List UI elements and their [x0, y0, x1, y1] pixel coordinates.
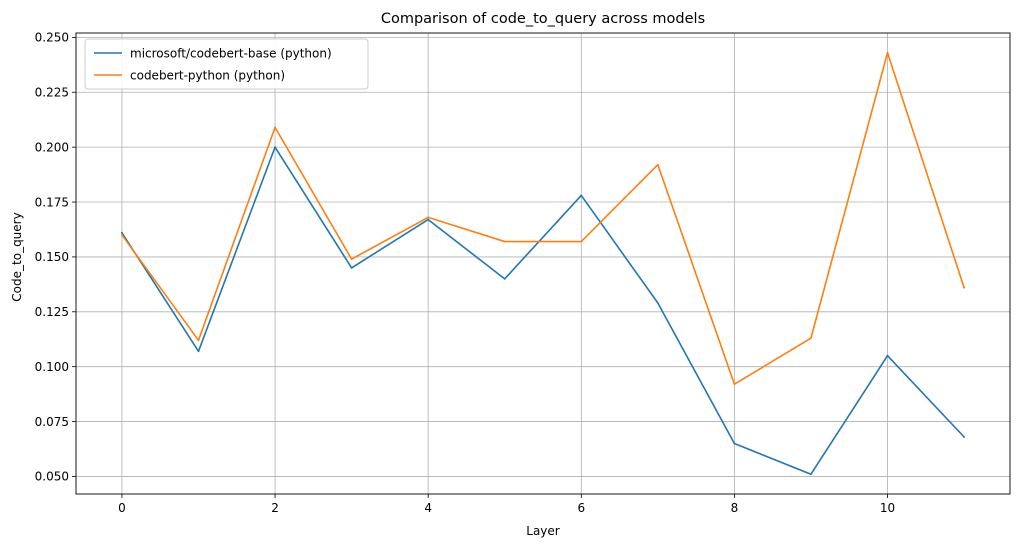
- x-tick-label: 8: [731, 501, 739, 515]
- x-tick-label: 0: [118, 501, 126, 515]
- chart-title: Comparison of code_to_query across model…: [381, 11, 705, 27]
- data-point: [427, 216, 430, 219]
- y-tick-label: 0.125: [35, 305, 69, 319]
- data-point: [580, 240, 583, 243]
- data-point: [274, 146, 276, 149]
- data-point: [733, 383, 736, 386]
- y-tick-label: 0.100: [35, 360, 69, 374]
- data-point: [503, 240, 506, 243]
- data-point: [656, 302, 659, 304]
- y-tick-label: 0.225: [35, 86, 69, 100]
- legend: microsoft/codebert-base (python) codebert…: [84, 38, 369, 90]
- data-point: [503, 277, 506, 280]
- x-tick-label: 4: [424, 501, 432, 515]
- data-point: [350, 258, 353, 261]
- data-point: [197, 339, 200, 342]
- data-point: [197, 350, 200, 353]
- data-point: [810, 337, 812, 340]
- data-point: [427, 218, 430, 221]
- y-axis-label: Code_to_query: [10, 212, 24, 301]
- y-tick-label: 0.050: [35, 470, 69, 484]
- data-point: [886, 354, 889, 357]
- grid: [76, 33, 1010, 494]
- y-tick-label: 0.075: [35, 415, 69, 429]
- legend-label: codebert-python (python): [130, 68, 285, 82]
- data-point: [963, 436, 965, 438]
- data-point: [121, 234, 123, 236]
- plot-frame: [75, 32, 1011, 495]
- series-line: [120, 51, 966, 386]
- data-point: [274, 126, 276, 129]
- x-axis: 0 2 4 6 8 10: [118, 494, 895, 515]
- y-tick-label: 0.250: [35, 31, 69, 45]
- x-tick-label: 10: [880, 501, 895, 515]
- data-point: [963, 286, 965, 289]
- legend-box: [84, 38, 369, 90]
- data-point: [350, 266, 353, 269]
- y-tick-label: 0.150: [35, 250, 69, 264]
- data-point: [733, 442, 736, 445]
- series-1: [120, 146, 966, 476]
- y-axis: 0.050 0.075 0.100 0.125 0.150 0.175 0.200 0.225…: [35, 31, 76, 484]
- legend-label: microsoft/codebert-base (python): [130, 46, 332, 60]
- data-point: [886, 51, 889, 54]
- y-tick-label: 0.175: [35, 195, 69, 209]
- series-line: [120, 146, 966, 476]
- data-point: [810, 473, 812, 476]
- series-2: [120, 51, 966, 386]
- x-tick-label: 6: [577, 501, 585, 515]
- data-point: [121, 231, 123, 234]
- data-point: [656, 163, 659, 166]
- data-point: [580, 194, 583, 197]
- series-layer: [120, 51, 966, 476]
- y-tick-label: 0.200: [35, 140, 69, 154]
- x-tick-label: 2: [271, 501, 279, 515]
- x-axis-label: Layer: [526, 524, 560, 538]
